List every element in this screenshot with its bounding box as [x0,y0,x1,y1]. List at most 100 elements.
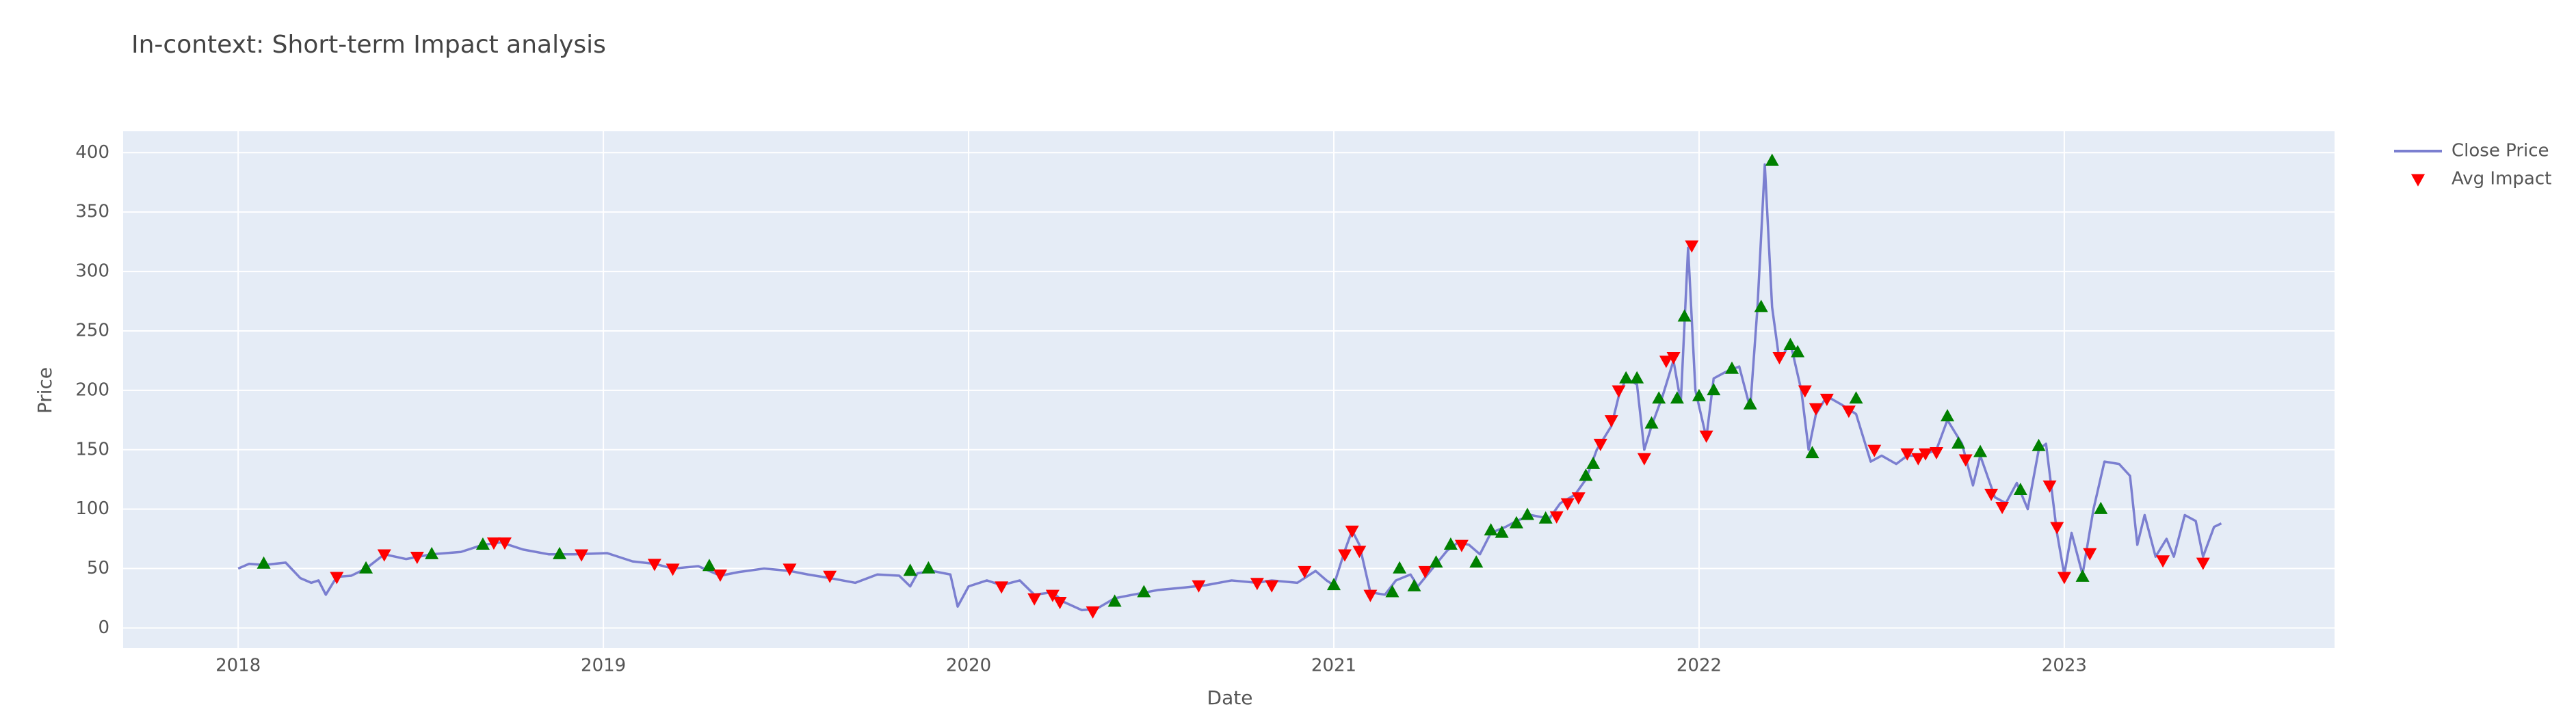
impact-marker [1338,549,1352,562]
impact-marker [1707,383,1721,396]
impact-marker [1586,456,1601,469]
impact-marker [1107,594,1122,607]
impact-marker [1593,438,1607,451]
impact-marker [1725,361,1739,374]
impact-marker [1443,537,1458,550]
impact-marker [2057,572,2071,585]
impact-marker [921,561,936,574]
impact-marker [1454,539,1469,552]
impact-marker [2083,548,2097,561]
impact-marker [1630,371,1644,384]
impact-marker [1941,409,1955,422]
impact-marker [1772,352,1787,365]
y-tick-label: 300 [75,261,109,282]
impact-marker [1692,388,1706,401]
impact-marker [1352,546,1367,559]
impact-marker [1045,589,1060,602]
impact-marker [1754,299,1768,312]
impact-marker [1984,488,1999,501]
impact-marker [2094,501,2108,514]
y-tick-label: 100 [75,498,109,519]
impact-marker [2032,438,2046,451]
x-tick-label: 2023 [2042,656,2087,676]
impact-marker [1484,523,1498,536]
impact-marker [1900,448,1915,461]
impact-marker [1867,444,1882,457]
x-tick-label: 2019 [581,656,626,676]
x-tick-label: 2018 [215,656,261,676]
impact-marker [2013,483,2027,496]
y-tick-label: 50 [87,558,109,578]
legend-label: Avg Impact [2452,169,2551,189]
y-tick-label: 350 [75,202,109,222]
impact-marker [575,549,589,562]
impact-marker [1798,385,1812,398]
impact-marker [1951,436,1966,449]
chart-title: In-context: Short-term Impact analysis [131,31,606,59]
impact-marker [1604,415,1618,428]
impact-marker [486,537,501,550]
impact-marker [1520,507,1534,520]
impact-marker [2042,480,2057,493]
impact-marker [1086,606,1100,619]
impact-marker [425,546,439,559]
impact-marker [475,537,490,550]
impact-marker [1911,453,1926,466]
impact-marker [1644,416,1659,429]
impact-marker [903,563,917,576]
impact-marker [823,570,837,583]
y-tick-label: 0 [98,617,109,638]
impact-marker [1265,580,1279,593]
y-tick-label: 200 [75,379,109,400]
impact-marker [1385,585,1399,598]
impact-marker [1791,345,1805,358]
impact-marker [359,561,373,574]
impact-marker [1612,385,1626,398]
impact-marker [377,549,391,562]
x-axis-title: Date [1207,686,1253,709]
impact-marker [1560,498,1575,511]
impact-marker [1571,492,1586,505]
impact-marker [1677,309,1692,322]
impact-marker [1958,454,1973,467]
impact-marker [1930,447,1944,460]
impact-marker [1809,403,1823,416]
impact-marker [1407,578,1421,591]
legend-marker [2411,174,2425,187]
impact-marker [410,551,424,564]
y-axis-title: Price [34,367,56,414]
impact-marker [1659,356,1673,369]
impact-marker [2156,555,2170,568]
impact-marker [1469,555,1484,568]
impact-marker [2196,557,2210,570]
impact-marker [1666,352,1681,365]
impact-marker [647,559,661,572]
impact-marker [1973,444,1988,457]
impact-marker [1637,453,1651,466]
impact-marker [2075,569,2090,582]
impact-marker [1918,448,1932,461]
grid: 0 50 100 150 200 250 300 350 400 2018 2019 2020 2021… [75,131,2335,676]
y-tick-label: 150 [75,439,109,459]
impact-marker [1298,565,1312,578]
impact-marker [1495,525,1509,538]
impact-marker [702,559,716,572]
impact-marker [1027,593,1042,606]
impact-marker [1509,516,1523,529]
impact-marker [783,563,797,576]
impact-marker [1549,511,1564,524]
impact-marker [1743,397,1757,410]
impact-marker [1418,565,1432,578]
impact-marker [330,572,344,585]
impact-marker [1137,585,1151,598]
impact-marker [1345,525,1359,538]
impact-marker [1670,391,1684,404]
impact-marker [1841,405,1856,418]
impact-marker [1250,578,1264,591]
impact-marker [1619,371,1633,384]
x-tick-label: 2022 [1677,656,1722,676]
marks [237,153,2222,619]
x-tick-label: 2021 [1311,656,1356,676]
y-tick-label: 250 [75,320,109,340]
